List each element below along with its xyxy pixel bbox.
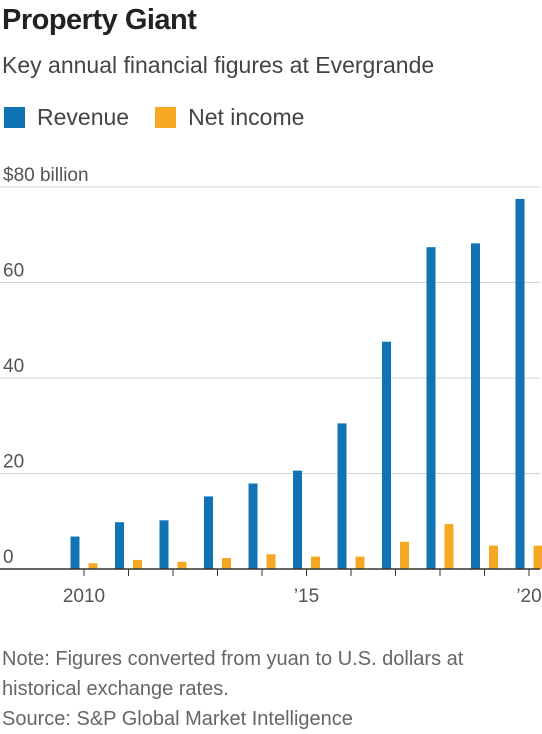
note-text: Note: Figures converted from yuan to U.S… xyxy=(2,648,464,700)
revenue-bar xyxy=(115,522,124,569)
y-tick-label: 0 xyxy=(3,547,14,568)
y-tick-label: 40 xyxy=(3,356,24,377)
revenue-bar xyxy=(382,341,391,569)
gridlines xyxy=(0,186,540,474)
y-tick-label: 20 xyxy=(3,452,24,473)
net-income-bar xyxy=(533,545,542,569)
chart-subtitle: Key annual financial figures at Evergran… xyxy=(2,52,435,78)
chart-title: Property Giant xyxy=(2,4,197,36)
net-income-bar xyxy=(222,558,231,569)
revenue-bar xyxy=(337,423,347,569)
net-income-bar xyxy=(400,541,409,569)
revenue-bar xyxy=(426,247,436,569)
net-income-bar xyxy=(311,556,320,569)
bars xyxy=(70,198,542,569)
revenue-bar xyxy=(471,243,480,569)
legend-label-net-income: Net income xyxy=(188,104,305,130)
revenue-bar xyxy=(70,536,80,569)
y-tick-label: 60 xyxy=(3,261,24,282)
net-income-bar xyxy=(489,545,498,569)
net-income-bar xyxy=(177,561,187,569)
legend-label-revenue: Revenue xyxy=(37,104,130,130)
revenue-bar xyxy=(159,520,169,569)
legend-swatch-revenue xyxy=(4,107,25,128)
y-tick-labels: 0 20 40 60 $80 billion xyxy=(3,165,89,568)
revenue-bar xyxy=(248,483,258,569)
x-axis: 2010 ’15 ’20 xyxy=(0,568,542,607)
revenue-bar xyxy=(204,496,213,569)
net-income-bar xyxy=(355,556,365,569)
legend: Revenue Net income xyxy=(4,104,330,131)
net-income-bar xyxy=(133,559,142,569)
bar-chart: 0 20 40 60 $80 billion 2010 ’15 ’20 xyxy=(0,165,542,607)
footnote: Note: Figures converted from yuan to U.S… xyxy=(2,644,540,734)
y-tick-label: $80 billion xyxy=(3,165,89,186)
source-text: Source: S&P Global Market Intelligence xyxy=(2,708,353,730)
legend-item-revenue: Revenue xyxy=(4,104,129,131)
net-income-bar xyxy=(88,563,98,569)
net-income-bar xyxy=(444,524,454,569)
revenue-bar xyxy=(515,198,525,569)
legend-swatch-net-income xyxy=(155,107,177,128)
legend-item-net-income: Net income xyxy=(155,104,304,131)
x-tick-label: ’15 xyxy=(294,586,319,607)
revenue-bar xyxy=(293,470,302,569)
x-tick-label: ’20 xyxy=(516,586,541,607)
x-tick-label: 2010 xyxy=(63,586,105,607)
net-income-bar xyxy=(266,554,276,569)
